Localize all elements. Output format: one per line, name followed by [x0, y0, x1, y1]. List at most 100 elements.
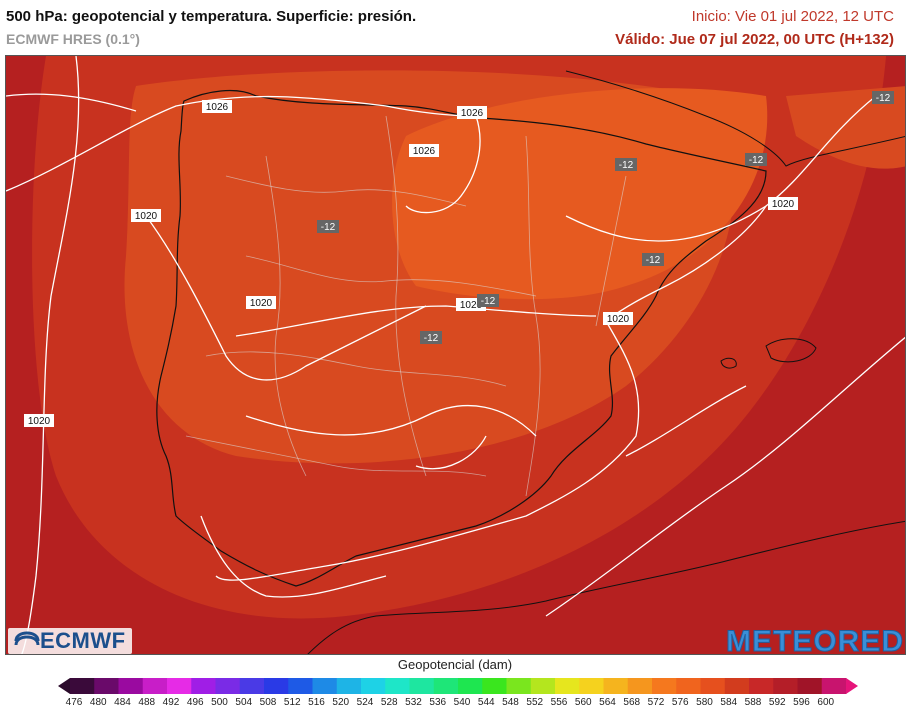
colorbar-swatch	[433, 678, 459, 694]
valid-time: Válido: Jue 07 jul 2022, 00 UTC (H+132)	[615, 31, 894, 48]
isobar-label: 1026	[409, 144, 439, 157]
colorbar-swatch	[506, 678, 532, 694]
colorbar-swatch	[700, 678, 726, 694]
iberia-coastline	[156, 90, 767, 587]
colorbar-swatch	[336, 678, 362, 694]
svg-text:-12: -12	[646, 255, 661, 266]
balearic-islands	[765, 338, 817, 363]
colorbar-tick-label: 496	[186, 697, 204, 708]
colorbar-tick-label: 576	[671, 697, 689, 708]
colorbar-swatch	[118, 678, 144, 694]
colorbar-tick-label: 564	[599, 697, 616, 708]
svg-text:1020: 1020	[772, 199, 795, 210]
svg-text:1020: 1020	[250, 298, 273, 309]
colorbar-swatch	[264, 678, 289, 694]
colorbar-tick-label: 492	[162, 697, 180, 708]
colorbar-tick-label: 600	[817, 697, 835, 708]
colorbar-swatch	[94, 678, 119, 694]
svg-text:1020: 1020	[607, 314, 630, 325]
map-title: 500 hPa: geopotencial y temperatura. Sup…	[6, 8, 417, 25]
svg-text:-12: -12	[481, 296, 496, 307]
colorbar-tick-label: 524	[356, 697, 374, 708]
model-name: ECMWF HRES (0.1°)	[6, 31, 140, 47]
colorbar-tick-label: 572	[647, 697, 665, 708]
temperature-label: -12	[477, 294, 499, 307]
meteored-logo: METEORED	[725, 625, 904, 659]
colorbar-tick-label: 504	[235, 697, 253, 708]
colorbar-tick-label: 540	[453, 697, 471, 708]
colorbar-tick-label: 500	[211, 697, 228, 708]
colorbar-swatch	[773, 678, 798, 694]
isobars	[6, 56, 905, 654]
colorbar-swatch	[603, 678, 629, 694]
temperature-label: -12	[615, 158, 637, 171]
colorbar-tick-label: 584	[720, 697, 738, 708]
isobar-label: 1026	[457, 106, 487, 119]
colorbar-arrow-right	[846, 678, 858, 694]
colorbar-swatch	[627, 678, 653, 694]
colorbar-tick-label: 536	[429, 697, 447, 708]
temperature-label: -12	[420, 331, 442, 344]
colorbar-tick-label: 544	[477, 697, 495, 708]
colorbar-swatch	[482, 678, 507, 694]
colorbar-tick-label: 568	[623, 697, 641, 708]
isobar-label: 1020	[131, 209, 161, 222]
colorbar-tick-label: 580	[696, 697, 713, 708]
colorbar-tick-label: 552	[526, 697, 544, 708]
colorbar-ticks: 476 480 484 488 492 496 500 504 508 512 516 520 524 5…	[0, 697, 910, 711]
isobar-label: 1026	[202, 100, 232, 113]
colorbar-swatch	[749, 678, 774, 694]
colorbar-tick-label: 596	[793, 697, 810, 708]
colorbar-tick-label: 476	[65, 697, 83, 708]
colorbar-arrow-left	[58, 678, 70, 694]
temperature-label: -12	[642, 253, 664, 266]
colorbar-swatch	[312, 678, 338, 694]
colorbar-swatch	[70, 678, 95, 694]
colorbar-swatch	[215, 678, 241, 694]
colorbar-swatch	[724, 678, 750, 694]
temperature-label: -12	[872, 91, 894, 104]
svg-text:1020: 1020	[135, 211, 158, 222]
colorbar-tick-label: 508	[259, 697, 277, 708]
colorbar-tick-label: 548	[502, 697, 519, 708]
isobar-label: 1020	[603, 312, 633, 325]
colorbar-swatch	[676, 678, 701, 694]
colorbar-swatch	[458, 678, 483, 694]
temperature-label: -12	[745, 153, 767, 166]
svg-text:-12: -12	[321, 222, 336, 233]
isobar-label: 1020	[24, 414, 54, 427]
colorbar-label: Geopotencial (dam)	[397, 657, 513, 672]
colorbar-swatch	[555, 678, 580, 694]
colorbar-swatch	[167, 678, 192, 694]
forecast-map[interactable]: 1026 1026 1026 1020 1020 1020 1020 1020 …	[5, 55, 906, 655]
ecmwf-logo-text: ECMWF	[40, 628, 126, 653]
colorbar-swatch	[191, 678, 216, 694]
svg-text:1026: 1026	[461, 108, 484, 119]
ecmwf-logo: ECMWF	[8, 628, 132, 654]
svg-text:-12: -12	[424, 333, 439, 344]
svg-text:1020: 1020	[460, 300, 483, 311]
colorbar-tick-label: 592	[768, 697, 786, 708]
init-time: Inicio: Vie 01 jul 2022, 12 UTC	[691, 8, 894, 25]
colorbar-tick-label: 588	[744, 697, 762, 708]
svg-text:1026: 1026	[206, 102, 229, 113]
isobar-label: 1020	[768, 197, 798, 210]
colorbar	[58, 678, 858, 694]
colorbar-tick-label: 516	[308, 697, 325, 708]
ecmwf-logo-icon	[14, 631, 40, 646]
colorbar-swatch	[361, 678, 386, 694]
svg-text:1020: 1020	[28, 416, 51, 427]
colorbar-swatch	[797, 678, 823, 694]
colorbar-swatch	[385, 678, 410, 694]
colorbar-tick-label: 528	[380, 697, 398, 708]
colorbar-tick-label: 484	[114, 697, 131, 708]
colorbar-swatch	[239, 678, 265, 694]
colorbar-swatch	[530, 678, 556, 694]
colorbar-swatch	[652, 678, 677, 694]
colorbar-tick-label: 488	[138, 697, 156, 708]
africa-coastline	[307, 520, 905, 654]
svg-text:-12: -12	[749, 155, 764, 166]
band-top	[392, 88, 768, 300]
colorbar-tick-label: 556	[550, 697, 568, 708]
colorbar-tick-label: 512	[283, 697, 301, 708]
